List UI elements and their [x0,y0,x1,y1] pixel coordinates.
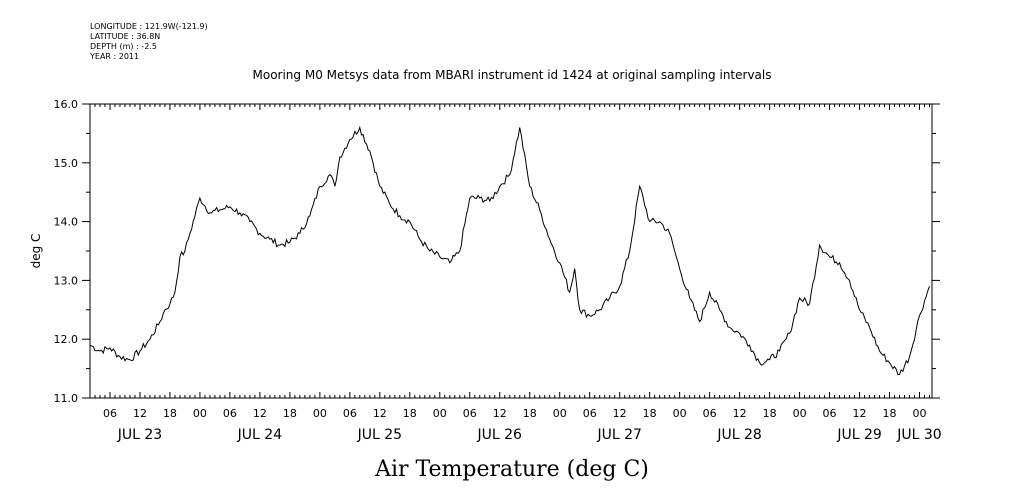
plot-frame [89,103,933,399]
latitude-text: LATITUDE : 36.8N [90,32,160,41]
x-tick-label: 12 [613,407,627,420]
x-tick-label: 12 [853,407,867,420]
x-tick-label: 18 [283,407,297,420]
longitude-text: LONGITUDE : 121.9W(-121.9) [90,22,208,31]
year-text: YEAR : 2011 [89,52,139,61]
x-tick-label: 06 [223,407,237,420]
x-tick-label: 18 [883,407,897,420]
day-label: JUL 26 [477,427,523,443]
chart-title: Mooring M0 Metsys data from MBARI instru… [253,68,772,82]
x-tick-label: 06 [583,407,597,420]
y-axis-label: deg C [29,234,43,269]
day-label: JUL 27 [596,427,641,443]
depth-text: DEPTH (m) : -2.5 [90,42,157,51]
x-tick-label: 00 [433,407,447,420]
x-tick-label: 06 [703,407,717,420]
y-tick-label: 13.0 [54,274,79,287]
x-tick-label: 12 [733,407,747,420]
day-label: JUL 24 [237,427,283,443]
day-label: JUL 25 [357,427,402,443]
x-tick-label: 00 [313,407,327,420]
x-tick-label: 18 [403,407,417,420]
x-tick-label: 12 [253,407,267,420]
x-tick-label: 00 [553,407,567,420]
y-tick-label: 14.0 [54,216,79,229]
day-label: JUL 29 [836,427,881,443]
y-tick-label: 16.0 [54,98,79,111]
x-tick-label: 18 [523,407,537,420]
x-tick-label: 18 [163,407,177,420]
x-tick-label: 06 [103,407,117,420]
x-tick-label: 06 [343,407,357,420]
x-tick-label: 18 [763,407,777,420]
y-tick-labels: 11.0 12.0 13.0 14.0 15.0 16.0 [54,98,79,405]
y-tick-label: 11.0 [54,392,79,405]
air-temperature-line [89,125,930,376]
y-tick-label: 15.0 [54,157,79,170]
x-tick-label: 06 [463,407,477,420]
x-tick-label: 00 [673,407,687,420]
day-label: JUL 30 [896,427,941,443]
x-tick-label: 00 [193,407,207,420]
x-tick-label: 12 [133,407,147,420]
x-tick-label: 00 [793,407,807,420]
x-tick-label: 06 [823,407,837,420]
x-tick-labels: 06 12 18 00 06 12 18 00 06 12 18 00 06 12 18 00 06 12 18 00… [103,407,927,420]
x-tick-label: 18 [643,407,657,420]
chart-caption: Air Temperature (deg C) [374,457,649,482]
day-label: JUL 28 [716,427,761,443]
x-tick-label: 00 [913,407,927,420]
day-label: JUL 23 [117,427,162,443]
y-tick-label: 12.0 [54,333,79,346]
x-tick-label: 12 [493,407,507,420]
tick-marks [82,103,940,399]
x-tick-label: 12 [373,407,387,420]
day-labels: JUL 23 JUL 24 JUL 25 JUL 26 JUL 27 JUL 28 JUL … [117,427,942,443]
